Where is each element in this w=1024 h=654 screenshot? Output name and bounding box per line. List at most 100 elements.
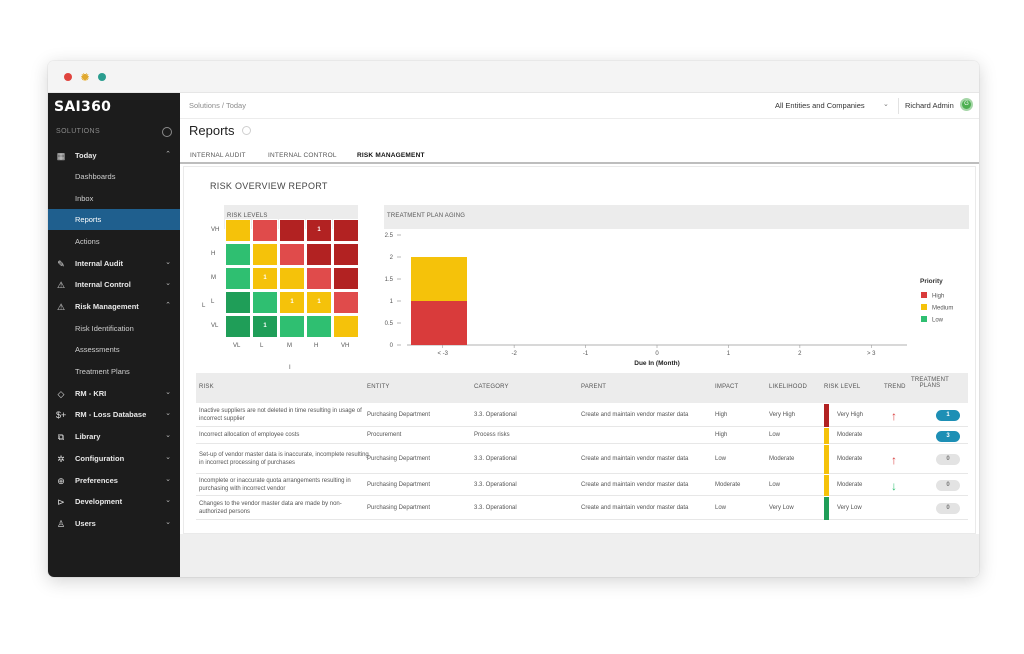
heatmap-cell[interactable] — [225, 291, 251, 314]
heatmap-cell[interactable] — [333, 219, 359, 242]
treatment-plans-count[interactable]: 0 — [936, 503, 960, 514]
sidebar-item-risk-management[interactable]: ⚠ Risk Management ⌃ — [48, 296, 180, 317]
column-header-entity[interactable]: ENTITY — [367, 384, 390, 390]
top-bar: Solutions / Today All Entities and Compa… — [180, 93, 979, 119]
chevron-down-icon[interactable]: ⌄ — [165, 280, 171, 287]
sidebar-item-library[interactable]: ⧉ Library ⌄ — [48, 426, 180, 447]
heatmap-cell[interactable] — [225, 267, 251, 290]
column-header-treatment-plans[interactable]: TREATMENT PLANS — [910, 377, 950, 389]
chevron-up-icon[interactable]: ⌃ — [165, 302, 171, 309]
sidebar-item-development[interactable]: ⊳ Development ⌄ — [48, 491, 180, 512]
close-window-icon[interactable] — [64, 73, 72, 81]
heatmap-cell[interactable]: 1 — [252, 315, 278, 338]
heatmap-cell[interactable] — [279, 315, 305, 338]
chevron-down-icon[interactable]: ⌄ — [165, 454, 171, 461]
table-row[interactable]: Set-up of vendor master data is inaccura… — [196, 445, 968, 474]
heatmap-cell[interactable] — [225, 315, 251, 338]
column-header-trend[interactable]: TREND — [884, 384, 906, 390]
column-header-category[interactable]: CATEGORY — [474, 384, 509, 390]
chevron-down-icon[interactable]: ⌄ — [165, 476, 171, 483]
info-icon[interactable] — [242, 126, 251, 135]
heatmap-cell[interactable] — [225, 219, 251, 242]
chevron-down-icon[interactable]: ⌄ — [165, 432, 171, 439]
column-header-impact[interactable]: IMPACT — [715, 384, 739, 390]
sidebar-item-actions[interactable]: Actions — [48, 231, 180, 252]
legend-entry[interactable]: High — [932, 294, 944, 300]
heatmap-cell[interactable] — [279, 267, 305, 290]
column-header-likelihood[interactable]: LIKELIHOOD — [769, 384, 808, 390]
treatment-plans-count[interactable]: 3 — [936, 430, 960, 442]
treatment-plans-count[interactable]: 1 — [936, 410, 960, 421]
y-tick-label: 1.5 — [385, 277, 394, 283]
column-header-parent[interactable]: PARENT — [581, 384, 607, 390]
legend-title: Priority — [920, 278, 943, 285]
sidebar-item-internal-audit[interactable]: ✎ Internal Audit ⌄ — [48, 253, 180, 274]
chevron-down-icon[interactable]: ⌄ — [883, 101, 889, 108]
bar-medium[interactable] — [411, 257, 467, 301]
heatmap-row-label: L — [211, 299, 215, 305]
heatmap-cell[interactable] — [252, 219, 278, 242]
heatmap-cell[interactable] — [225, 243, 251, 266]
cell-impact: Moderate — [715, 481, 741, 488]
heatmap-cell[interactable] — [252, 243, 278, 266]
sidebar-item-risk-identification[interactable]: Risk Identification — [48, 318, 180, 339]
table-row[interactable]: Incorrect allocation of employee costs Pr… — [196, 428, 968, 444]
sidebar-item-users[interactable]: ♙ Users ⌄ — [48, 513, 180, 534]
sidebar-item-treatment-plans[interactable]: Treatment Plans — [48, 361, 180, 382]
divider — [898, 98, 899, 114]
legend-entry[interactable]: Medium — [932, 306, 953, 312]
heatmap-cell[interactable] — [306, 243, 332, 266]
sidebar-item-rm-loss-database[interactable]: $+ RM - Loss Database ⌄ — [48, 404, 180, 425]
heatmap-cell[interactable] — [252, 291, 278, 314]
sidebar-item-rm-kri[interactable]: ◇ RM - KRI ⌄ — [48, 383, 180, 404]
gear-icon[interactable] — [162, 127, 172, 137]
column-header-risk[interactable]: RISK — [199, 384, 214, 390]
tab-risk-management[interactable]: RISK MANAGEMENT — [357, 152, 425, 159]
sidebar-item-inbox[interactable]: Inbox — [48, 188, 180, 209]
heatmap-cell[interactable] — [279, 219, 305, 242]
heatmap-cell[interactable] — [333, 267, 359, 290]
chevron-up-icon[interactable]: ⌃ — [165, 151, 171, 158]
heatmap-cell[interactable] — [333, 291, 359, 314]
minimize-window-icon[interactable] — [81, 73, 89, 81]
treatment-plans-count[interactable]: 0 — [936, 454, 960, 465]
sidebar-item-reports[interactable]: Reports — [48, 209, 180, 230]
tab-internal-audit[interactable]: INTERNAL AUDIT — [190, 152, 246, 159]
chevron-down-icon[interactable]: ⌄ — [165, 389, 171, 396]
heatmap-cell[interactable]: 1 — [306, 219, 332, 242]
heatmap-cell[interactable]: 1 — [279, 291, 305, 314]
avatar[interactable]: G — [960, 98, 973, 111]
chevron-down-icon[interactable]: ⌄ — [165, 259, 171, 266]
sidebar-item-internal-control[interactable]: ⚠ Internal Control ⌄ — [48, 274, 180, 295]
bar-high[interactable] — [411, 301, 467, 345]
heatmap-cell[interactable]: 1 — [306, 291, 332, 314]
treatment-plans-count[interactable]: 0 — [936, 480, 960, 491]
maximize-window-icon[interactable] — [98, 73, 106, 81]
chevron-down-icon[interactable]: ⌄ — [165, 497, 171, 504]
heatmap-cell[interactable]: 1 — [252, 267, 278, 290]
legend-entry[interactable]: Low — [932, 318, 944, 324]
table-row[interactable]: Changes to the vendor master data are ma… — [196, 497, 968, 520]
sidebar-item-today[interactable]: ▦ Today ⌃ — [48, 145, 180, 166]
heatmap-cell[interactable] — [333, 315, 359, 338]
sidebar-item-assessments[interactable]: Assessments — [48, 339, 180, 360]
sidebar-item-configuration[interactable]: ✲ Configuration ⌄ — [48, 448, 180, 469]
globe-icon: ⊕ — [57, 476, 65, 486]
table-row[interactable]: Inactive suppliers are not deleted in ti… — [196, 404, 968, 427]
heatmap-cell[interactable] — [279, 243, 305, 266]
sidebar-item-dashboards[interactable]: Dashboards — [48, 166, 180, 187]
heatmap-cell[interactable] — [333, 243, 359, 266]
tab-internal-control[interactable]: INTERNAL CONTROL — [268, 152, 337, 159]
chevron-down-icon[interactable]: ⌄ — [165, 410, 171, 417]
column-header-risk-level[interactable]: RISK LEVEL — [824, 384, 861, 390]
entity-selector[interactable]: All Entities and Companies — [775, 101, 865, 110]
breadcrumb[interactable]: Solutions / Today — [189, 101, 246, 110]
chevron-down-icon[interactable]: ⌄ — [165, 519, 171, 526]
heatmap-cell[interactable] — [306, 315, 332, 338]
cell-parent: Create and maintain vendor master data — [581, 504, 689, 511]
y-tick-label: 2 — [390, 255, 394, 261]
heatmap-cell[interactable] — [306, 267, 332, 290]
table-row[interactable]: Incomplete or inaccurate quota arrangeme… — [196, 475, 968, 496]
sidebar-item-preferences[interactable]: ⊕ Preferences ⌄ — [48, 470, 180, 491]
user-name[interactable]: Richard Admin — [905, 101, 954, 110]
